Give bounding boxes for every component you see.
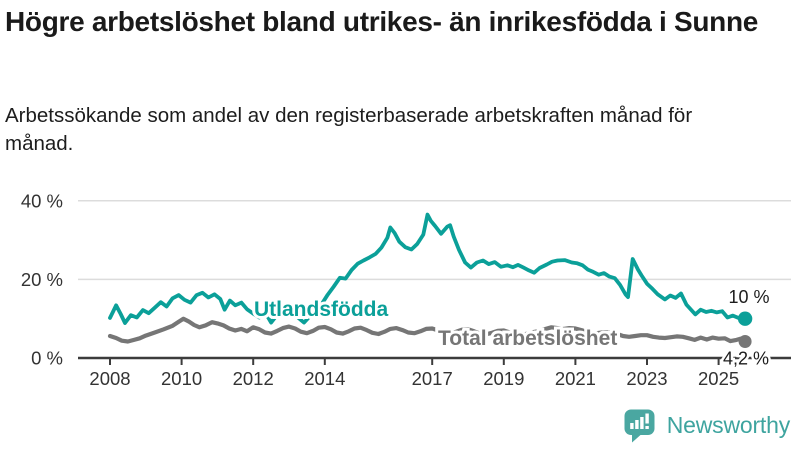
- x-tick-label-2019: 2019: [483, 368, 524, 389]
- x-tick-label-2025: 2025: [698, 368, 739, 389]
- y-tick-label-20: 20 %: [21, 269, 63, 290]
- bar-chart-glyph: [629, 413, 649, 429]
- chart-subtitle: Arbetssökande som andel av den registerb…: [5, 104, 693, 155]
- y-tick-label-0: 0 %: [31, 348, 63, 369]
- series-end-label-0: 4,2 %: [723, 349, 769, 369]
- x-tick-label-2023: 2023: [626, 368, 667, 389]
- series-end-label-1: 10 %: [728, 287, 769, 307]
- chart-series: [107, 212, 753, 348]
- chart-labels: 0 % 20 % 40 % 2008 2010 2012 2014 2017 2019 2021 2…: [21, 190, 772, 389]
- line-chart: 0 % 20 % 40 % 2008 2010 2012 2014 2017 2019 2021 2…: [21, 190, 791, 389]
- newsworthy-logo-icon: [624, 409, 655, 443]
- brand-name: Newsworthy: [666, 412, 790, 438]
- y-tick-label-40: 40 %: [21, 190, 63, 211]
- x-tick-label-2008: 2008: [89, 368, 130, 389]
- series-end-dot-0: [738, 334, 752, 348]
- x-tick-label-2014: 2014: [304, 368, 345, 389]
- newsworthy-logo: Newsworthy: [621, 407, 790, 444]
- page-title: Högre arbetslöshet bland utrikes- än inr…: [5, 6, 759, 37]
- x-tick-label-2021: 2021: [555, 368, 596, 389]
- gridlines: [78, 200, 791, 281]
- x-axis: [78, 356, 791, 365]
- x-tick-label-2010: 2010: [161, 368, 202, 389]
- series-line-0: [107, 316, 748, 344]
- series-label-0: Total arbetslöshet: [438, 327, 617, 350]
- series-end-dot-1: [737, 311, 753, 326]
- speech-bubble-shape: [624, 409, 655, 443]
- series-line-1: [108, 212, 747, 325]
- series-label-1: Utlandsfödda: [254, 298, 388, 321]
- x-tick-label-2012: 2012: [233, 368, 274, 389]
- x-tick-label-2017: 2017: [412, 368, 453, 389]
